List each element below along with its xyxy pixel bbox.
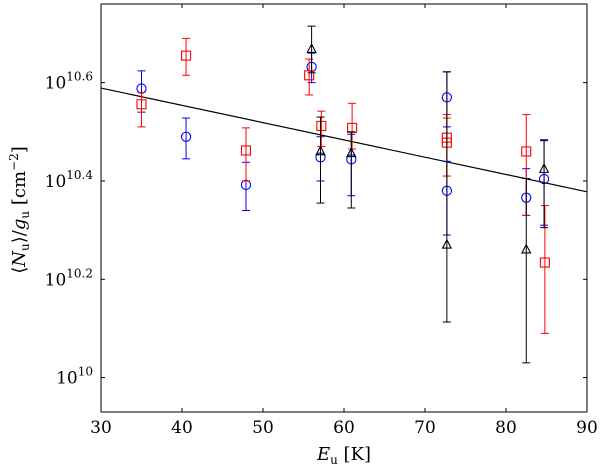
y-axis-label-close: ] bbox=[9, 146, 30, 153]
data-point-triangle bbox=[441, 238, 453, 249]
y-axis-label-exp: −2 bbox=[7, 153, 21, 171]
data-point-square bbox=[521, 146, 532, 157]
data-point-square bbox=[539, 257, 550, 268]
x-tick-label: 50 bbox=[252, 418, 274, 438]
data-point-square bbox=[347, 122, 358, 133]
plot-frame bbox=[100, 3, 588, 413]
x-axis-label: Eu [K] bbox=[316, 444, 371, 467]
plot-content bbox=[100, 25, 588, 364]
x-tick-label: 70 bbox=[414, 418, 436, 438]
y-axis-label-sub1: u bbox=[18, 243, 32, 251]
y-axis-label-sub2: u bbox=[18, 211, 32, 219]
y-axis-label-n: N bbox=[9, 250, 30, 268]
data-point-triangle bbox=[346, 147, 357, 158]
y-axis-label: ⟨Nu⟩/gu [cm−2] bbox=[7, 146, 32, 274]
y-tick-label: 1010.4 bbox=[45, 168, 94, 192]
data-point-circle bbox=[180, 131, 192, 142]
x-axis-label-symbol: E bbox=[316, 444, 330, 465]
data-point-square bbox=[136, 99, 147, 110]
data-point-triangle bbox=[315, 145, 326, 156]
x-axis-label-unit: [K] bbox=[338, 444, 371, 465]
x-axis-label-subscript: u bbox=[330, 453, 338, 467]
x-tick-label: 60 bbox=[333, 418, 355, 438]
x-tick-label: 80 bbox=[495, 418, 517, 438]
x-tick-label: 30 bbox=[90, 418, 112, 438]
fit-line bbox=[100, 87, 588, 193]
y-tick-label: 1010.6 bbox=[45, 70, 93, 94]
data-point-triangle bbox=[521, 243, 532, 254]
y-tick-label: 1010.2 bbox=[45, 266, 93, 290]
data-point-triangle bbox=[306, 43, 317, 53]
y-axis-label-unit: [cm bbox=[9, 171, 30, 211]
y-axis-label-g: g bbox=[9, 219, 30, 231]
series-squares bbox=[136, 37, 550, 334]
data-point-square bbox=[316, 120, 327, 131]
data-point-square bbox=[181, 50, 192, 61]
axes: 30 40 50 60 70 80 90 1010 1010.2 1010.4 1010.6 bbox=[45, 4, 598, 438]
data-point-triangle bbox=[538, 162, 550, 173]
y-axis-label-open: ⟨ bbox=[9, 267, 30, 274]
y-axis-label-mid: ⟩/ bbox=[9, 229, 30, 243]
x-tick-label: 40 bbox=[171, 418, 193, 438]
x-tick-label: 90 bbox=[576, 418, 598, 438]
data-point-square bbox=[304, 70, 315, 81]
series-triangles bbox=[306, 25, 550, 364]
data-point-square bbox=[240, 145, 252, 156]
series-circles bbox=[136, 52, 550, 236]
y-tick-label: 1010 bbox=[56, 365, 93, 389]
